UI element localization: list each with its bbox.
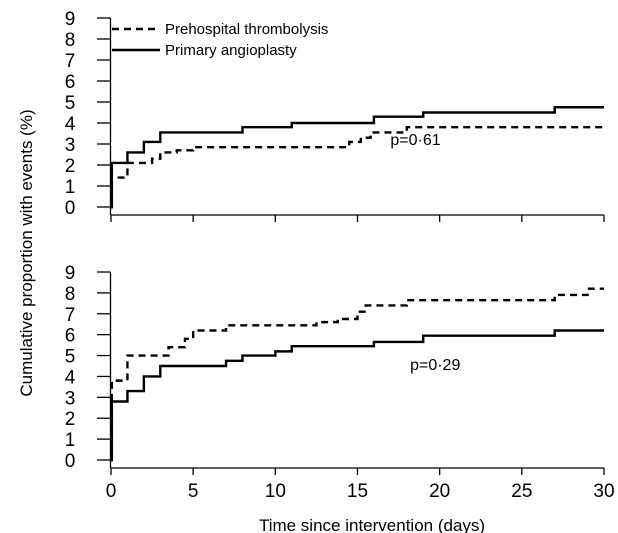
p-value-annotation: p=0·29 [410,357,460,374]
x-tick-label: 25 [511,481,532,502]
x-axis-title: Time since intervention (days) [259,516,485,533]
y-tick-label: 2 [65,156,76,177]
y-tick-label: 0 [65,198,76,219]
y-tick-label: 2 [65,409,76,430]
y-tick-label: 3 [65,388,76,409]
y-tick-label: 8 [65,284,76,305]
y-tick-label: 1 [65,177,76,198]
series-prehospital-thrombolysis [110,287,604,462]
x-tick-label: 0 [106,481,117,502]
legend: Prehospital thrombolysis Primary angiopl… [112,21,328,59]
y-tick-label: 7 [65,305,76,326]
legend-label-primary-angioplasty: Primary angioplasty [165,42,297,59]
y-tick-label: 5 [65,93,76,114]
y-tick-label: 0 [65,451,76,472]
x-tick-label: 5 [188,481,199,502]
y-tick-label: 9 [65,9,76,30]
series-primary-angioplasty [110,329,604,462]
p-value-annotation: p=0·61 [390,132,440,149]
y-tick-label: 4 [65,367,76,388]
y-tick-label: 6 [65,326,76,347]
y-tick-label: 5 [65,347,76,368]
y-tick-label: 1 [65,430,76,451]
x-tick-label: 10 [265,481,286,502]
x-tick-label: 30 [593,481,614,502]
y-tick-label: 8 [65,30,76,51]
legend-label-prehospital-thrombolysis: Prehospital thrombolysis [165,21,328,38]
x-tick-label: 15 [347,481,368,502]
series-prehospital-thrombolysis [110,126,604,209]
y-tick-label: 6 [65,72,76,93]
x-tick-label: 20 [429,481,450,502]
y-axis-title: Cumulative proportion with events (%) [17,109,36,396]
y-tick-label: 4 [65,114,76,135]
y-tick-label: 7 [65,51,76,72]
y-tick-label: 3 [65,135,76,156]
series-primary-angioplasty [110,106,604,209]
y-tick-label: 9 [65,263,76,284]
